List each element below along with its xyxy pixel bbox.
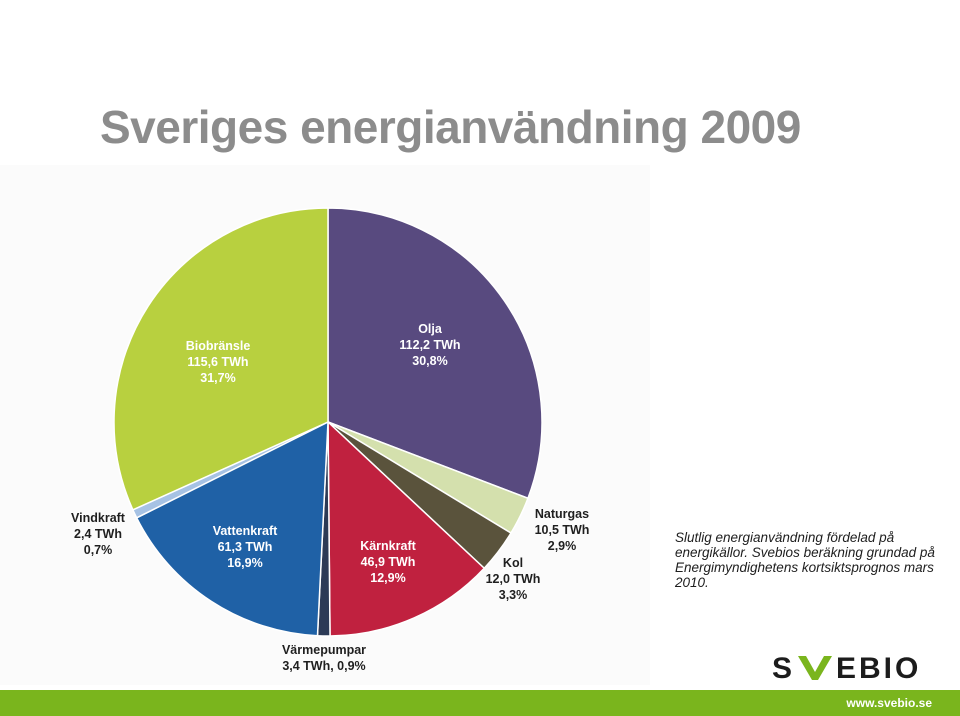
svg-text:S: S: [772, 652, 795, 684]
pie-slice-vattenkraft: [135, 420, 329, 637]
slice-label-biobränsle: Biobränsle 115,6 TWh 31,7%: [186, 339, 251, 385]
slice-label-värmepumpar: Värmepumpar 3,4 TWh, 0,9%: [282, 643, 366, 673]
pie-slice-olja: [327, 207, 543, 500]
website-link[interactable]: www.svebio.se: [846, 696, 932, 710]
v-leaf-icon: [798, 656, 832, 680]
source-note: Slutlig energianvändning fördelad på ene…: [675, 530, 935, 590]
slice-label-vattenkraft: Vattenkraft 61,3 TWh 16,9%: [213, 524, 278, 570]
footer-bar: [0, 690, 960, 716]
pie-labels: Olja 112,2 TWh 30,8% Naturgas 10,5 TWh 2,9%Ko…: [71, 322, 589, 673]
slice-label-kärnkraft: Kärnkraft 46,9 TWh 12,9%: [360, 539, 416, 585]
pie-slice-biobränsle: [113, 207, 329, 511]
slice-label-kol: Kol 12,0 TWh 3,3%: [486, 556, 541, 602]
svg-text:EBIO: EBIO: [836, 652, 921, 684]
slice-label-vindkraft: Vindkraft 2,4 TWh 0,7%: [71, 511, 126, 557]
page-title: Sveriges energianvändning 2009: [100, 101, 801, 153]
svebio-logo: S EBIO: [772, 652, 921, 684]
pie-slice-kärnkraft: [327, 420, 486, 637]
pie-slices: [113, 207, 543, 637]
slice-label-naturgas: Naturgas 10,5 TWh 2,9%: [535, 507, 590, 553]
slice-label-olja: Olja 112,2 TWh 30,8%: [399, 322, 460, 368]
